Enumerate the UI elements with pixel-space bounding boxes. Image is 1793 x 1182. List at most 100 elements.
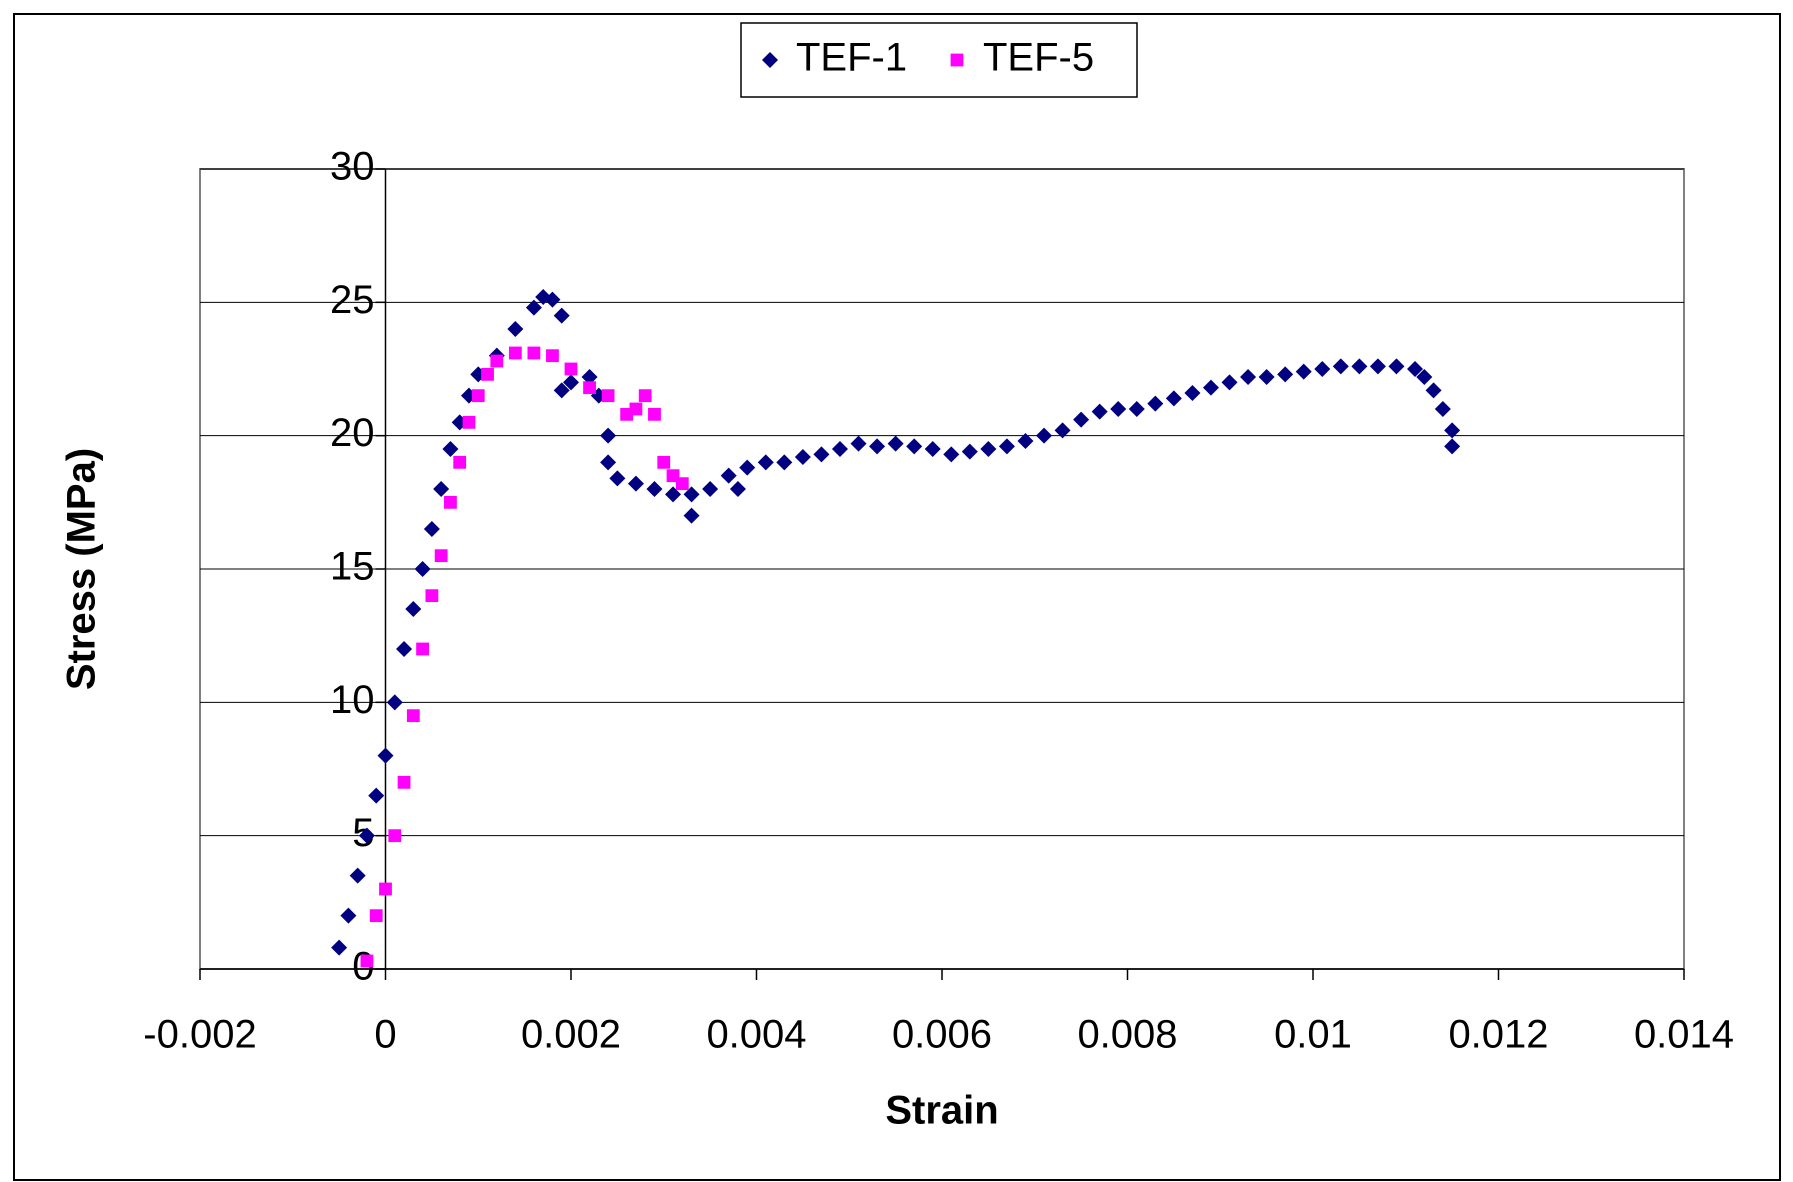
data-point	[1054, 422, 1071, 439]
data-point	[546, 349, 559, 363]
data-point	[581, 369, 598, 385]
data-point	[331, 939, 348, 956]
data-point	[729, 481, 746, 497]
data-point	[377, 747, 394, 764]
data-point	[1314, 361, 1331, 377]
y-tick-label: 30	[330, 145, 375, 189]
data-point	[1351, 358, 1368, 375]
data-point	[1147, 395, 1164, 412]
data-point	[600, 427, 617, 444]
data-point	[638, 389, 652, 403]
data-point	[1036, 427, 1053, 444]
data-point	[340, 907, 357, 924]
data-point	[683, 507, 700, 524]
data-point	[481, 367, 494, 381]
y-tick-label: 25	[330, 278, 375, 322]
data-point	[1407, 361, 1424, 377]
data-point	[434, 549, 448, 563]
data-point	[757, 454, 774, 471]
data-point	[1369, 358, 1386, 375]
data-point	[646, 481, 663, 497]
data-point	[627, 475, 644, 492]
data-point	[1416, 369, 1433, 385]
data-point	[527, 346, 541, 360]
data-point	[508, 346, 522, 360]
data-point	[379, 882, 392, 896]
data-point	[525, 299, 542, 316]
data-point	[601, 389, 615, 403]
data-point	[414, 561, 431, 577]
x-tick-label: 0.006	[892, 1013, 992, 1057]
data-point	[349, 867, 366, 884]
data-point	[683, 486, 700, 503]
data-point	[648, 407, 661, 421]
legend-marker	[950, 53, 964, 67]
data-point	[471, 389, 485, 403]
data-point	[1444, 438, 1461, 455]
data-point	[360, 954, 374, 968]
data-point	[869, 438, 886, 455]
x-tick-label: 0.014	[1634, 1013, 1734, 1057]
data-point	[906, 438, 923, 455]
data-point	[1240, 369, 1257, 385]
data-point	[1425, 382, 1442, 399]
data-point	[397, 775, 411, 789]
x-tick-label: 0.008	[1077, 1013, 1177, 1057]
data-point	[776, 454, 793, 471]
data-point	[1221, 374, 1238, 391]
data-point	[1277, 366, 1294, 383]
data-point	[553, 382, 570, 399]
x-tick-label: 0.002	[521, 1013, 621, 1057]
data-point	[490, 354, 504, 368]
data-point	[388, 829, 402, 843]
data-point	[961, 443, 978, 460]
data-point	[1388, 358, 1405, 375]
data-point	[396, 641, 413, 657]
x-tick-label: 0.01	[1274, 1013, 1352, 1057]
data-point	[563, 374, 579, 391]
data-point	[1444, 422, 1461, 439]
data-point	[564, 362, 578, 376]
data-point	[368, 787, 385, 804]
data-point	[453, 455, 467, 469]
data-point	[462, 415, 476, 429]
data-point	[1091, 403, 1108, 420]
data-point	[675, 477, 689, 491]
legend-box	[740, 22, 1138, 98]
data-point	[1258, 369, 1275, 385]
data-point	[924, 441, 941, 457]
y-tick-label: 15	[330, 545, 375, 589]
x-axis-title: Strain	[885, 1089, 998, 1133]
data-point	[369, 909, 383, 923]
data-point	[943, 446, 960, 463]
data-point	[609, 470, 626, 487]
x-tick-label: 0.012	[1448, 1013, 1548, 1057]
data-point	[583, 381, 596, 395]
data-point	[1110, 401, 1127, 417]
data-point	[1434, 401, 1451, 417]
data-point	[998, 438, 1015, 455]
data-point	[442, 441, 459, 457]
data-point	[507, 321, 524, 337]
data-point	[1184, 385, 1201, 401]
data-point	[665, 486, 682, 503]
x-tick-label: 0	[374, 1013, 396, 1057]
data-point	[433, 481, 450, 497]
legend-label: TEF-1	[796, 36, 907, 80]
data-point	[1332, 358, 1349, 375]
legend-label: TEF-5	[983, 36, 1094, 80]
data-point	[386, 694, 403, 711]
data-point	[720, 467, 737, 484]
x-tick-label: -0.002	[143, 1013, 256, 1057]
data-point	[850, 435, 867, 452]
data-point	[553, 307, 570, 324]
data-point	[887, 435, 904, 452]
data-point	[629, 402, 643, 416]
data-point	[425, 589, 439, 603]
data-point	[1073, 411, 1090, 428]
data-point	[739, 459, 756, 476]
y-axis-title: Stress (MPa)	[60, 448, 104, 690]
data-point	[657, 455, 671, 469]
y-tick-label: 20	[330, 411, 375, 455]
